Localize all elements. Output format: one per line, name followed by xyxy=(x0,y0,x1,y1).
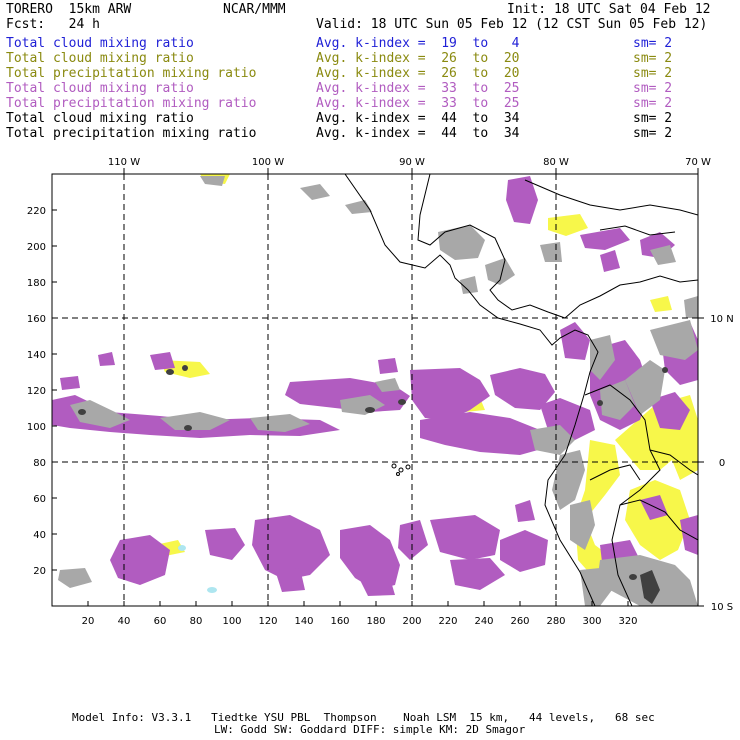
legend-field: Total precipitation mixing ratio xyxy=(6,126,257,141)
x-tick-label: 140 xyxy=(294,616,313,627)
x-tick-label: 300 xyxy=(582,616,601,627)
model-title: TORERO 15km ARW xyxy=(6,2,132,17)
x-tick-label: 260 xyxy=(510,616,529,627)
model-info-line2: LW: Godd SW: Goddard DIFF: simple KM: 2D… xyxy=(214,723,526,736)
legend-field: Total cloud mixing ratio xyxy=(6,81,194,96)
x-tick-label: 240 xyxy=(474,616,493,627)
x-tick-label: 220 xyxy=(438,616,457,627)
lon-label: 110 W xyxy=(108,157,140,168)
y-tick-label: 100 xyxy=(27,422,46,433)
init-time: Init: 18 UTC Sat 04 Feb 12 xyxy=(507,2,711,17)
x-tick-label: 320 xyxy=(618,616,637,627)
y-tick-label: 140 xyxy=(27,350,46,361)
legend-kindex: Avg. k-index = 33 to 25 xyxy=(316,96,520,111)
legend-kindex: Avg. k-index = 44 to 34 xyxy=(316,126,520,141)
legend-field: Total precipitation mixing ratio xyxy=(6,96,257,111)
legend-field: Total cloud mixing ratio xyxy=(6,36,194,51)
x-tick-label: 100 xyxy=(222,616,241,627)
legend-kindex: Avg. k-index = 44 to 34 xyxy=(316,111,520,126)
lon-label: 100 W xyxy=(252,157,284,168)
legend-field: Total cloud mixing ratio xyxy=(6,51,194,66)
coastlines xyxy=(344,174,698,606)
legend-field: Total cloud mixing ratio xyxy=(6,111,194,126)
org-label: NCAR/MMM xyxy=(223,2,286,17)
lon-label: 70 W xyxy=(685,157,711,168)
x-tick-label: 280 xyxy=(546,616,565,627)
y-tick-label: 200 xyxy=(27,242,46,253)
legend-sm: sm= 2 xyxy=(633,81,673,96)
lon-label: 80 W xyxy=(543,157,569,168)
forecast-hour: Fcst: 24 h xyxy=(6,17,100,32)
lat-label: 10 N xyxy=(710,314,733,325)
y-tick-label: 40 xyxy=(33,530,46,541)
legend-sm: sm= 2 xyxy=(633,36,673,51)
legend-kindex: Avg. k-index = 26 to 20 xyxy=(316,51,520,66)
legend-kindex: Avg. k-index = 19 to 4 xyxy=(316,36,520,51)
x-tick-label: 180 xyxy=(366,616,385,627)
x-tick-label: 120 xyxy=(258,616,277,627)
legend-kindex: Avg. k-index = 33 to 25 xyxy=(316,81,520,96)
legend-sm: sm= 2 xyxy=(633,126,673,141)
x-tick-label: 80 xyxy=(190,616,203,627)
x-tick-label: 40 xyxy=(118,616,131,627)
y-tick-label: 60 xyxy=(33,494,46,505)
y-tick-label: 80 xyxy=(33,458,46,469)
x-tick-label: 160 xyxy=(330,616,349,627)
lon-label: 90 W xyxy=(399,157,425,168)
latlon-gridlines xyxy=(52,174,698,606)
dark-cores xyxy=(78,365,668,604)
x-tick-label: 20 xyxy=(82,616,95,627)
legend-sm: sm= 2 xyxy=(633,51,673,66)
valid-time: Valid: 18 UTC Sun 05 Feb 12 (12 CST Sun … xyxy=(316,17,708,32)
galapagos-islands xyxy=(391,463,411,476)
legend-field: Total precipitation mixing ratio xyxy=(6,66,257,81)
legend-sm: sm= 2 xyxy=(633,96,673,111)
lat-label: 10 S xyxy=(711,602,733,613)
legend-sm: sm= 2 xyxy=(633,111,673,126)
lightblue-shading xyxy=(178,545,217,593)
map-panel xyxy=(51,173,699,607)
y-tick-label: 120 xyxy=(27,386,46,397)
y-tick-label: 160 xyxy=(27,314,46,325)
model-info-line1: Model Info: V3.3.1 Tiedtke YSU PBL Thomp… xyxy=(72,711,655,724)
gray-shading xyxy=(58,176,698,606)
legend-kindex: Avg. k-index = 26 to 20 xyxy=(316,66,520,81)
x-tick-label: 60 xyxy=(154,616,167,627)
y-tick-label: 180 xyxy=(27,278,46,289)
lat-label: 0 xyxy=(719,458,725,469)
y-tick-label: 20 xyxy=(33,566,46,577)
x-tick-label: 200 xyxy=(402,616,421,627)
y-tick-label: 220 xyxy=(27,206,46,217)
legend-sm: sm= 2 xyxy=(633,66,673,81)
axis-ticks: 20 40 60 80 100 120 140 160 180 200 220 240 260 280 30… xyxy=(27,157,734,627)
